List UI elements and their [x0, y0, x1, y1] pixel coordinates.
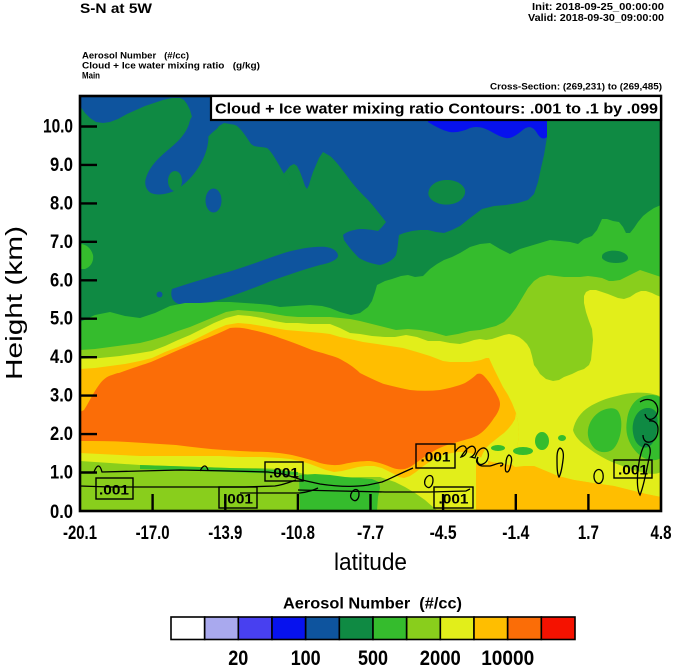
svg-text:3.0: 3.0: [50, 386, 73, 407]
svg-text:-7.7: -7.7: [357, 523, 384, 544]
svg-text:100: 100: [291, 647, 321, 668]
svg-text:.001: .001: [618, 462, 648, 478]
svg-text:4.0: 4.0: [50, 347, 73, 368]
svg-text:Cross-Section: (269,231) to (2: Cross-Section: (269,231) to (269,485): [490, 82, 662, 93]
svg-text:1.7: 1.7: [578, 523, 599, 544]
svg-text:10000: 10000: [481, 647, 534, 668]
svg-text:-1.4: -1.4: [502, 523, 529, 544]
svg-text:S-N at 5W: S-N at 5W: [80, 0, 153, 16]
svg-text:20: 20: [228, 647, 248, 668]
svg-text:.001: .001: [439, 491, 469, 507]
svg-text:-20.1: -20.1: [63, 523, 97, 544]
svg-text:6.0: 6.0: [50, 270, 73, 291]
svg-text:0.0: 0.0: [50, 502, 73, 523]
svg-text:Main: Main: [82, 71, 100, 82]
svg-text:1.0: 1.0: [50, 463, 73, 484]
svg-text:latitude: latitude: [334, 549, 407, 576]
svg-text:Cloud + Ice water mixing ratio: Cloud + Ice water mixing ratio (g/kg): [82, 61, 260, 72]
svg-text:.001: .001: [421, 449, 451, 465]
svg-text:9.0: 9.0: [50, 155, 73, 176]
svg-text:7.0: 7.0: [50, 232, 73, 253]
svg-text:2.0: 2.0: [50, 424, 73, 445]
svg-text:2000: 2000: [420, 647, 461, 668]
svg-text:8.0: 8.0: [50, 193, 73, 214]
svg-text:.001: .001: [99, 482, 129, 498]
svg-text:500: 500: [358, 647, 388, 668]
svg-text:Aerosol Number (#/cc): Aerosol Number (#/cc): [283, 596, 462, 613]
svg-text:10.0: 10.0: [43, 117, 73, 138]
svg-text:4.8: 4.8: [651, 523, 672, 544]
svg-text:Valid: 2018-09-30_09:00:00: Valid: 2018-09-30_09:00:00: [528, 12, 664, 24]
svg-text:Height (km): Height (km): [1, 226, 27, 380]
svg-text:-10.8: -10.8: [281, 523, 315, 544]
svg-text:Aerosol Number (#/cc): Aerosol Number (#/cc): [82, 51, 189, 62]
svg-text:-13.9: -13.9: [208, 523, 242, 544]
svg-text:5.0: 5.0: [50, 309, 73, 330]
svg-text:.001: .001: [269, 465, 299, 481]
svg-text:-17.0: -17.0: [136, 523, 170, 544]
svg-text:.001: .001: [223, 491, 253, 507]
svg-text:-4.5: -4.5: [430, 523, 457, 544]
svg-text:Init: 2018-09-25_00:00:00: Init: 2018-09-25_00:00:00: [532, 1, 664, 13]
svg-text:Cloud + Ice water mixing ratio: Cloud + Ice water mixing ratio Contours:…: [215, 101, 658, 118]
